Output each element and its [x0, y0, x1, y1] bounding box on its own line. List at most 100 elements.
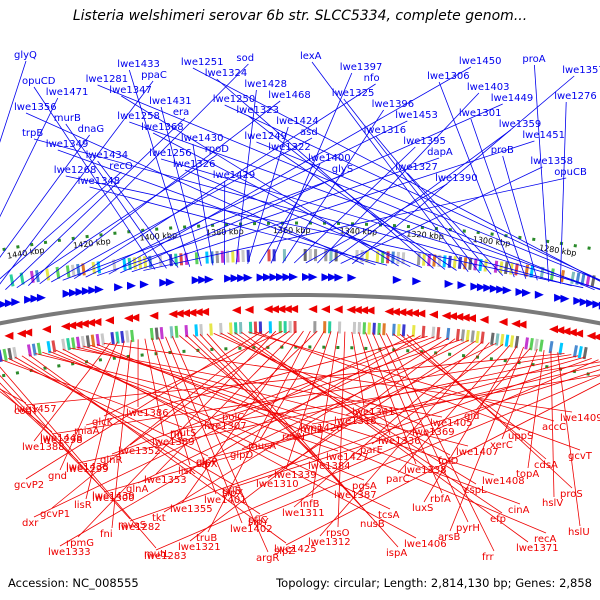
- gene-connector: [293, 341, 483, 508]
- accession-label: Accession: NC_008555: [8, 576, 139, 590]
- gene-label: opuCB: [554, 167, 587, 178]
- gene-connector: [267, 340, 476, 479]
- gene-connector: [248, 331, 555, 422]
- forward-gene-arrow: [62, 289, 72, 298]
- gene-label: lwe1353: [144, 475, 187, 486]
- forward-gene-arrow: [159, 278, 169, 287]
- gene-connector: [234, 332, 503, 514]
- gene-label: cdsA: [534, 460, 558, 471]
- reverse-gene-arrow: [193, 308, 203, 317]
- gene-label: dxr: [22, 518, 39, 529]
- gene-connector: [311, 61, 469, 272]
- forward-category-band: [457, 256, 463, 269]
- reverse-category-band: [572, 345, 578, 358]
- gene-connector: [97, 157, 440, 276]
- reverse-gene-arrow: [124, 314, 133, 323]
- gene-connector: [189, 338, 456, 542]
- gene-connector: [534, 64, 550, 283]
- reverse-category-band: [110, 332, 115, 345]
- gene-connector: [65, 175, 584, 289]
- forward-gene-arrow: [444, 279, 454, 288]
- reverse-gene-arrow: [467, 314, 476, 323]
- gene-label: lwe1396: [372, 99, 415, 110]
- gene-connector: [0, 60, 27, 143]
- gene-label: proS: [560, 489, 583, 500]
- gene-label: lwe1300: [92, 493, 135, 504]
- gene-label: lwe1433: [117, 59, 160, 70]
- reverse-gene-arrow: [231, 306, 241, 315]
- reverse-category-band: [0, 349, 3, 362]
- gene-label: lwe1426: [300, 423, 343, 434]
- gene-label: tcsA: [378, 510, 400, 521]
- forward-category-band: [432, 254, 437, 267]
- forward-category-band: [122, 258, 127, 271]
- gene-connector: [311, 331, 339, 499]
- gene-label: hslU: [568, 527, 590, 538]
- gene-connector: [0, 171, 122, 280]
- gene-label: lwe1401: [204, 495, 247, 506]
- reverse-gene-arrow: [448, 312, 457, 321]
- gene-label: mutS: [170, 428, 196, 439]
- forward-category-band: [194, 252, 199, 265]
- reverse-gene-arrow: [479, 315, 489, 324]
- gene-label: uppS: [508, 431, 533, 442]
- reverse-category-band: [85, 335, 91, 348]
- gene-label: arsB: [438, 532, 460, 543]
- reverse-gene-arrow: [105, 316, 114, 325]
- reverse-gene-arrow: [73, 320, 83, 329]
- reverse-category-band: [509, 335, 515, 348]
- forward-gene-arrow: [483, 283, 493, 292]
- gene-label: lwe1430: [181, 133, 224, 144]
- forward-gene-arrow: [224, 274, 234, 283]
- gene-label: lwe1306: [427, 71, 470, 82]
- forward-category-band: [483, 259, 488, 272]
- gene-label: opuCD: [22, 76, 56, 87]
- tick-ring: [0, 345, 600, 378]
- forward-category-band: [380, 251, 385, 264]
- gene-label: efp: [490, 514, 506, 525]
- gene-connector: [33, 342, 111, 442]
- gene-label: xerC: [490, 440, 513, 451]
- reverse-category-band: [2, 348, 8, 362]
- forward-category-band: [442, 255, 447, 268]
- reverse-category-band: [470, 330, 475, 343]
- gene-connector: [199, 333, 373, 519]
- gene-connector: [216, 78, 434, 269]
- forward-category-band: [127, 257, 132, 270]
- gene-connector: [57, 149, 376, 266]
- gene-label: gcvP2: [14, 480, 44, 491]
- gene-label: lwe1338: [404, 465, 447, 476]
- forward-gene-arrow: [321, 273, 331, 282]
- gene-label: nfo: [364, 73, 380, 84]
- reverse-category-band: [577, 346, 583, 359]
- gene-connector: [77, 355, 579, 464]
- gene-connector: [39, 100, 281, 285]
- gene-label: luxS: [412, 503, 433, 514]
- reverse-category-band: [149, 327, 154, 341]
- gene-connector: [0, 366, 157, 549]
- gene-connector: [407, 172, 504, 276]
- reverse-category-band: [465, 329, 470, 343]
- gene-label: lwe1406: [404, 539, 447, 550]
- gene-label: dapA: [427, 147, 453, 158]
- gene-label: lwe1325: [332, 88, 375, 99]
- gene-label: clpX: [196, 459, 218, 470]
- gene-label: lwe1427: [326, 452, 369, 463]
- reverse-category-band: [367, 322, 371, 335]
- gene-label: cinA: [508, 505, 530, 516]
- gene-label: recA: [534, 534, 557, 545]
- forward-gene-arrow: [139, 280, 149, 289]
- gene-label: lwe1282: [118, 522, 161, 533]
- gene-label: gnd: [48, 471, 67, 482]
- reverse-category-band: [174, 325, 179, 338]
- gene-label: lwe1384: [308, 461, 351, 472]
- reverse-category-band: [499, 333, 505, 347]
- reverse-gene-arrow: [517, 320, 527, 329]
- gene-label: era: [173, 107, 189, 118]
- gene-label: lwe1434: [86, 150, 129, 161]
- reverse-gene-arrow: [86, 318, 96, 327]
- gene-label: miaA: [74, 426, 100, 437]
- gene-connector: [65, 123, 167, 269]
- gene-connector: [285, 331, 332, 470]
- forward-gene-arrow: [24, 295, 34, 304]
